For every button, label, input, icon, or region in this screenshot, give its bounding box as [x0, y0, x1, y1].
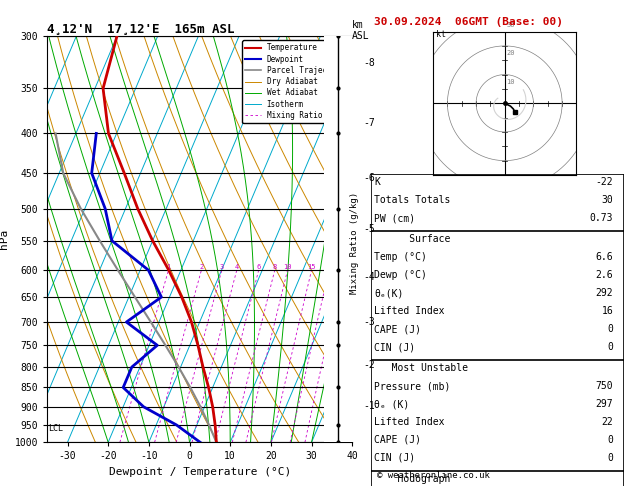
Text: 20: 20 — [325, 264, 333, 270]
Text: 0: 0 — [608, 435, 613, 445]
Text: θₑ (K): θₑ (K) — [374, 399, 409, 409]
Text: Mixing Ratio (g/kg): Mixing Ratio (g/kg) — [350, 192, 359, 294]
Text: kt: kt — [436, 30, 446, 39]
Text: CIN (J): CIN (J) — [374, 453, 415, 463]
Text: -4: -4 — [364, 272, 376, 282]
Text: 297: 297 — [596, 399, 613, 409]
Text: Surface: Surface — [374, 234, 450, 244]
Text: 10: 10 — [283, 264, 292, 270]
Text: 0: 0 — [608, 342, 613, 352]
Text: Lifted Index: Lifted Index — [374, 306, 445, 316]
Text: Pressure (mb): Pressure (mb) — [374, 381, 450, 391]
Text: Temp (°C): Temp (°C) — [374, 252, 427, 262]
Text: 10: 10 — [506, 79, 515, 85]
Text: 30: 30 — [601, 195, 613, 206]
Text: 30.09.2024  06GMT (Base: 00): 30.09.2024 06GMT (Base: 00) — [374, 17, 563, 27]
Text: 1: 1 — [166, 264, 170, 270]
Text: 4¸12'N  17¸12'E  165m ASL: 4¸12'N 17¸12'E 165m ASL — [47, 22, 235, 35]
Text: -2: -2 — [364, 360, 376, 370]
Text: 0.73: 0.73 — [590, 213, 613, 224]
Text: Most Unstable: Most Unstable — [374, 363, 468, 373]
Text: -3: -3 — [364, 317, 376, 327]
Text: -7: -7 — [364, 118, 376, 128]
Text: 6: 6 — [256, 264, 260, 270]
Text: 15: 15 — [307, 264, 316, 270]
Y-axis label: hPa: hPa — [0, 229, 9, 249]
Text: 2.6: 2.6 — [596, 270, 613, 280]
Text: Lifted Index: Lifted Index — [374, 417, 445, 427]
Legend: Temperature, Dewpoint, Parcel Trajectory, Dry Adiabat, Wet Adiabat, Isotherm, Mi: Temperature, Dewpoint, Parcel Trajectory… — [242, 40, 348, 123]
Text: Dewp (°C): Dewp (°C) — [374, 270, 427, 280]
Text: 16: 16 — [601, 306, 613, 316]
Text: 0: 0 — [608, 453, 613, 463]
Text: 30: 30 — [506, 21, 515, 28]
Text: LCL: LCL — [48, 424, 63, 433]
Text: -8: -8 — [364, 58, 376, 69]
Text: -5: -5 — [364, 224, 376, 234]
Text: θₑ(K): θₑ(K) — [374, 288, 404, 298]
Text: PW (cm): PW (cm) — [374, 213, 415, 224]
Text: 0: 0 — [608, 324, 613, 334]
Text: Totals Totals: Totals Totals — [374, 195, 450, 206]
Text: 292: 292 — [596, 288, 613, 298]
Text: 2: 2 — [199, 264, 203, 270]
Text: 8: 8 — [272, 264, 277, 270]
Text: 3: 3 — [220, 264, 224, 270]
Text: 20: 20 — [506, 50, 515, 56]
Text: 25: 25 — [338, 264, 347, 270]
Text: -6: -6 — [364, 173, 376, 183]
Text: CAPE (J): CAPE (J) — [374, 324, 421, 334]
X-axis label: Dewpoint / Temperature (°C): Dewpoint / Temperature (°C) — [109, 467, 291, 477]
Text: 22: 22 — [601, 417, 613, 427]
Text: 4: 4 — [235, 264, 238, 270]
Text: CAPE (J): CAPE (J) — [374, 435, 421, 445]
Text: K: K — [374, 177, 380, 188]
Text: -22: -22 — [596, 177, 613, 188]
Text: Hodograph: Hodograph — [374, 474, 450, 484]
Text: 750: 750 — [596, 381, 613, 391]
Text: © weatheronline.co.uk: © weatheronline.co.uk — [377, 471, 490, 480]
Text: km
ASL: km ASL — [352, 19, 370, 41]
Text: -1: -1 — [364, 401, 376, 411]
Text: CIN (J): CIN (J) — [374, 342, 415, 352]
Text: 6.6: 6.6 — [596, 252, 613, 262]
